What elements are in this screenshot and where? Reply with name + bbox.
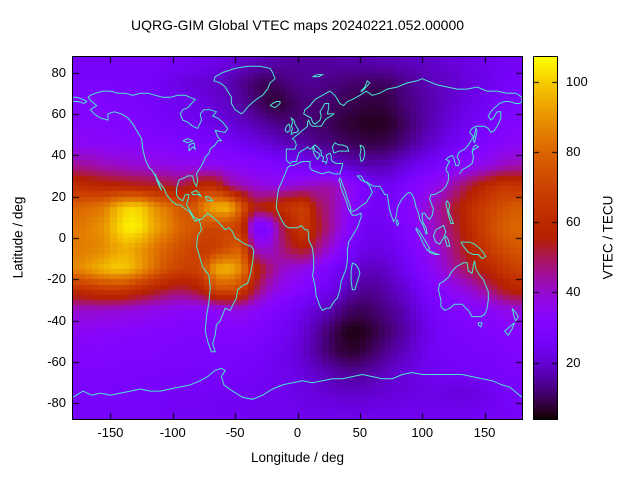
x-tick-label: -150: [97, 425, 124, 440]
colorbar-tick-label: 40: [566, 284, 581, 300]
y-tick-label: 80: [51, 64, 66, 80]
colorbar-tick-label: 60: [566, 214, 581, 230]
y-tick-label: 20: [51, 188, 66, 204]
x-tick-label: 150: [473, 425, 496, 440]
colorbar-label: VTEC / TECU: [600, 195, 616, 280]
chart-title: UQRG-GIM Global VTEC maps 20240221.052.0…: [130, 17, 465, 33]
y-tick-label: -40: [47, 312, 66, 328]
x-tick-label: 50: [352, 425, 368, 440]
y-tick-label: -60: [47, 354, 66, 370]
y-tick-label: -80: [47, 395, 66, 411]
y-tick-label: 60: [51, 105, 66, 121]
y-tick-label: -20: [47, 271, 66, 287]
x-tick-label: 0: [293, 425, 302, 440]
x-tick-label: -50: [225, 425, 245, 440]
x-tick-label: -100: [159, 425, 186, 440]
y-tick-label: 40: [51, 147, 66, 163]
x-axis-label: Longitude / deg: [250, 450, 345, 465]
y-tick-label: 0: [58, 230, 66, 245]
colorbar-tick-label: 80: [566, 143, 581, 159]
heatmap-canvas: [73, 57, 522, 419]
x-tick-label: 100: [411, 425, 434, 440]
colorbar: [533, 56, 558, 420]
colorbar-tick-label: 20: [566, 354, 581, 370]
plot-area: [72, 56, 523, 420]
colorbar-canvas: [534, 57, 557, 419]
colorbar-tick-label: 100: [566, 73, 588, 89]
